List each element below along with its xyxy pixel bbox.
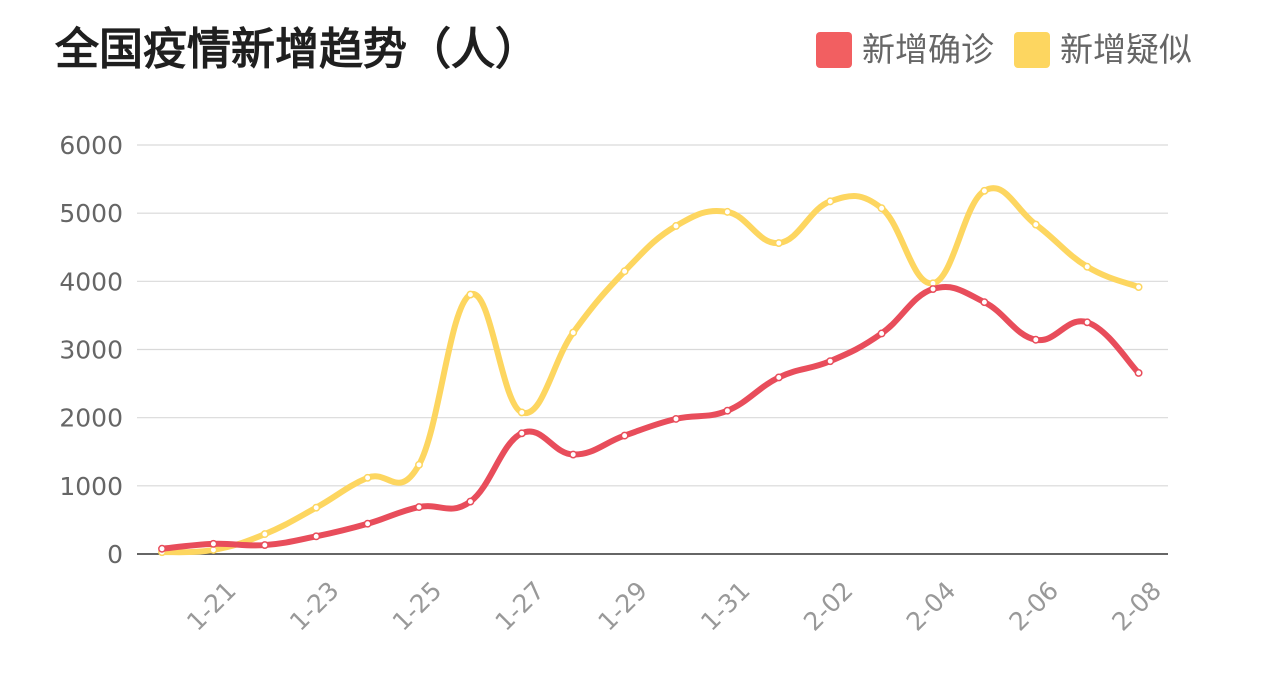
- data-point-confirmed[interactable]: [1134, 368, 1143, 377]
- legend-item-suspected[interactable]: 新增疑似: [1014, 30, 1192, 70]
- data-point-confirmed[interactable]: [1031, 335, 1040, 344]
- grid-lines: [137, 144, 1168, 555]
- data-point-confirmed[interactable]: [672, 414, 680, 423]
- data-point-confirmed[interactable]: [209, 539, 218, 548]
- chart-title: 全国疫情新增趋势（人）: [55, 24, 539, 75]
- chart-legend: 新增确诊 新增疑似: [796, 30, 1192, 70]
- data-point-confirmed[interactable]: [774, 373, 783, 382]
- x-tick-label: 1-23: [284, 576, 345, 637]
- data-point-confirmed[interactable]: [312, 532, 321, 541]
- data-point-confirmed[interactable]: [723, 406, 732, 415]
- y-tick-label: 0: [107, 540, 123, 569]
- legend-label-suspected: 新增疑似: [1060, 30, 1192, 69]
- data-point-suspected[interactable]: [620, 267, 629, 276]
- data-point-suspected[interactable]: [363, 473, 372, 482]
- legend-label-confirmed: 新增确诊: [862, 30, 994, 69]
- data-point-suspected[interactable]: [466, 290, 475, 299]
- y-tick-label: 2000: [59, 404, 123, 433]
- data-point-suspected[interactable]: [415, 460, 423, 469]
- data-point-suspected[interactable]: [1134, 283, 1143, 292]
- y-tick-label: 4000: [59, 267, 123, 296]
- data-point-suspected[interactable]: [517, 408, 526, 417]
- data-point-confirmed[interactable]: [260, 541, 269, 550]
- data-point-confirmed[interactable]: [1083, 318, 1092, 327]
- data-point-suspected[interactable]: [1083, 262, 1092, 271]
- data-point-confirmed[interactable]: [466, 497, 475, 506]
- data-point-confirmed[interactable]: [363, 519, 372, 528]
- data-point-confirmed[interactable]: [980, 298, 989, 307]
- series-line-suspected: [159, 185, 1142, 556]
- data-point-suspected[interactable]: [672, 222, 680, 230]
- data-point-confirmed[interactable]: [569, 450, 578, 459]
- data-point-confirmed[interactable]: [620, 431, 629, 440]
- y-tick-label: 3000: [59, 336, 123, 365]
- x-tick-label: 1-31: [695, 576, 756, 637]
- data-point-suspected[interactable]: [260, 530, 269, 539]
- x-tick-label: 1-29: [592, 576, 653, 637]
- data-point-confirmed[interactable]: [517, 429, 526, 438]
- data-point-suspected[interactable]: [569, 328, 578, 337]
- x-tick-label: 1-21: [181, 576, 242, 637]
- legend-item-confirmed[interactable]: 新增确诊: [816, 30, 994, 70]
- x-axis-ticks: 1-21 1-23 1-25 1-27 1-29 1-31 2-02 2-04 2-06 2-08: [181, 576, 1167, 637]
- x-tick-label: 2-02: [798, 576, 859, 637]
- x-tick-label: 1-25: [387, 576, 448, 637]
- data-point-suspected[interactable]: [877, 204, 886, 213]
- y-axis-ticks: 0 1000 2000 3000 4000 5000 6000: [59, 131, 123, 569]
- data-point-suspected[interactable]: [723, 207, 732, 216]
- legend-swatch-suspected: [1014, 32, 1050, 68]
- data-point-confirmed[interactable]: [826, 357, 835, 366]
- x-tick-label: 2-04: [901, 576, 962, 637]
- data-point-suspected[interactable]: [980, 186, 989, 195]
- data-point-suspected[interactable]: [1031, 220, 1040, 229]
- series-lines: [158, 185, 1143, 557]
- data-point-suspected[interactable]: [312, 503, 321, 512]
- y-tick-label: 5000: [59, 199, 123, 228]
- data-point-suspected[interactable]: [826, 197, 835, 206]
- data-point-confirmed[interactable]: [877, 329, 886, 338]
- x-tick-label: 1-27: [490, 576, 551, 637]
- y-tick-label: 1000: [59, 472, 123, 501]
- x-tick-label: 2-06: [1004, 576, 1065, 637]
- y-tick-label: 6000: [59, 131, 123, 160]
- data-point-suspected[interactable]: [774, 239, 783, 247]
- x-tick-label: 2-08: [1106, 576, 1167, 637]
- legend-swatch-confirmed: [816, 32, 852, 68]
- data-point-confirmed[interactable]: [929, 285, 937, 293]
- data-point-confirmed[interactable]: [415, 503, 423, 512]
- data-point-confirmed[interactable]: [158, 544, 166, 553]
